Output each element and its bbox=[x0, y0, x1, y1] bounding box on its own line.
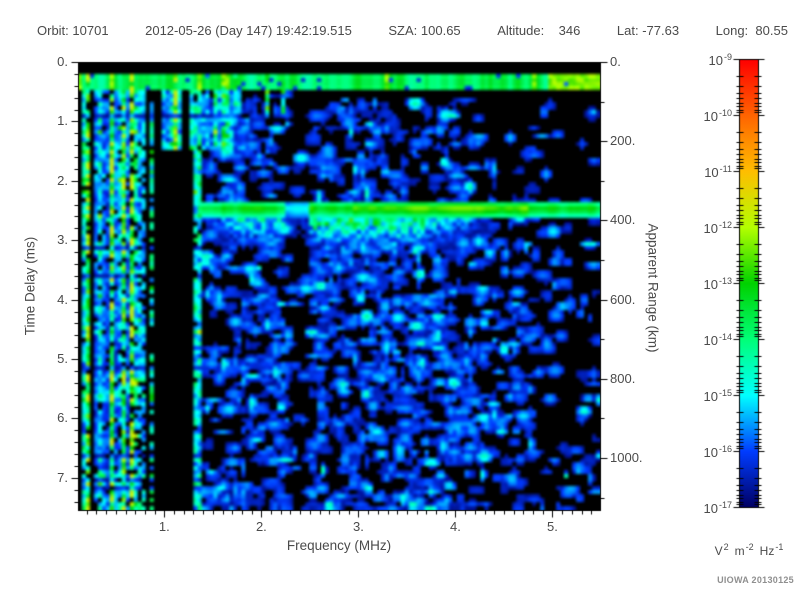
right-tick-label: 400. bbox=[610, 212, 636, 228]
right-tick-label: 600. bbox=[610, 291, 636, 307]
x-tick-label: 5. bbox=[547, 519, 558, 534]
watermark: UIOWA 20130125 bbox=[717, 575, 794, 585]
left-tick-label: 0. bbox=[57, 54, 68, 69]
right-tick-label: 1000. bbox=[610, 450, 643, 466]
colorbar-tick-exponent: -11 bbox=[719, 163, 732, 174]
colorbar-tick-label: 10-15 bbox=[703, 387, 732, 405]
colorbar-units-label: V2 m-2 Hz-1 bbox=[695, 542, 800, 558]
header-info: Orbit: 10701 2012-05-26 (Day 147) 19:42:… bbox=[37, 23, 788, 38]
colorbar-tick-label: 10-12 bbox=[703, 219, 732, 237]
x-tick-label: 3. bbox=[352, 519, 364, 534]
colorbar-tick-exponent: -15 bbox=[718, 387, 732, 398]
colorbar-tick-label: 10-14 bbox=[703, 331, 732, 349]
sza-label: SZA: 100.65 bbox=[388, 23, 461, 38]
units-part: Hz-1 bbox=[759, 542, 784, 558]
units-exponent: 2 bbox=[723, 542, 729, 552]
datetime-label: 2012-05-26 (Day 147) 19:42:19.515 bbox=[145, 23, 352, 38]
colorbar-tick-exponent: -16 bbox=[718, 443, 732, 454]
left-tick-label: 7. bbox=[57, 469, 68, 485]
colorbar-tick-label: 10-17 bbox=[703, 499, 732, 517]
orbit-label: Orbit: 10701 bbox=[37, 23, 109, 38]
left-axis-title: Time Delay (ms) bbox=[22, 236, 38, 336]
x-tick-label: 1. bbox=[158, 519, 170, 534]
colorbar-tick-label: 10-13 bbox=[703, 275, 732, 293]
colorbar-tick-label: 10-10 bbox=[703, 107, 732, 125]
right-tick-label: 0. bbox=[610, 54, 621, 69]
right-axis-title: Apparent Range (km) bbox=[645, 223, 661, 353]
colorbar-tick-exponent: -12 bbox=[718, 219, 732, 230]
colorbar-tick-exponent: -9 bbox=[723, 51, 732, 62]
colorbar-tick-label: 10-9 bbox=[708, 51, 732, 69]
x-axis-title: Frequency (MHz) bbox=[286, 538, 392, 553]
x-tick-label: 2. bbox=[255, 519, 267, 534]
left-tick-label: 6. bbox=[57, 410, 68, 426]
units-part: V2 bbox=[714, 542, 729, 558]
altitude-label: Altitude: 346 bbox=[497, 23, 581, 38]
right-tick-label: 200. bbox=[610, 133, 636, 149]
left-tick-label: 2. bbox=[57, 172, 68, 188]
units-part: m-2 bbox=[734, 542, 754, 558]
units-exponent: -1 bbox=[775, 542, 784, 552]
colorbar-tick-exponent: -17 bbox=[718, 499, 732, 510]
longitude-label: Long: 80.55 bbox=[715, 23, 788, 38]
colorbar-tick-exponent: -13 bbox=[718, 275, 732, 286]
colorbar-tick-label: 10-16 bbox=[703, 443, 732, 461]
left-tick-label: 1. bbox=[57, 113, 68, 129]
left-tick-label: 5. bbox=[57, 351, 68, 367]
left-tick-label: 4. bbox=[57, 291, 68, 307]
latitude-label: Lat: -77.63 bbox=[616, 23, 680, 38]
left-tick-label: 3. bbox=[57, 232, 68, 248]
colorbar-tick-label: 10-11 bbox=[704, 163, 732, 181]
colorbar-tick-exponent: -10 bbox=[718, 107, 732, 118]
x-tick-label: 4. bbox=[450, 519, 461, 534]
right-tick-label: 800. bbox=[610, 370, 636, 386]
units-exponent: -2 bbox=[745, 542, 754, 552]
colorbar-tick-exponent: -14 bbox=[718, 331, 732, 342]
